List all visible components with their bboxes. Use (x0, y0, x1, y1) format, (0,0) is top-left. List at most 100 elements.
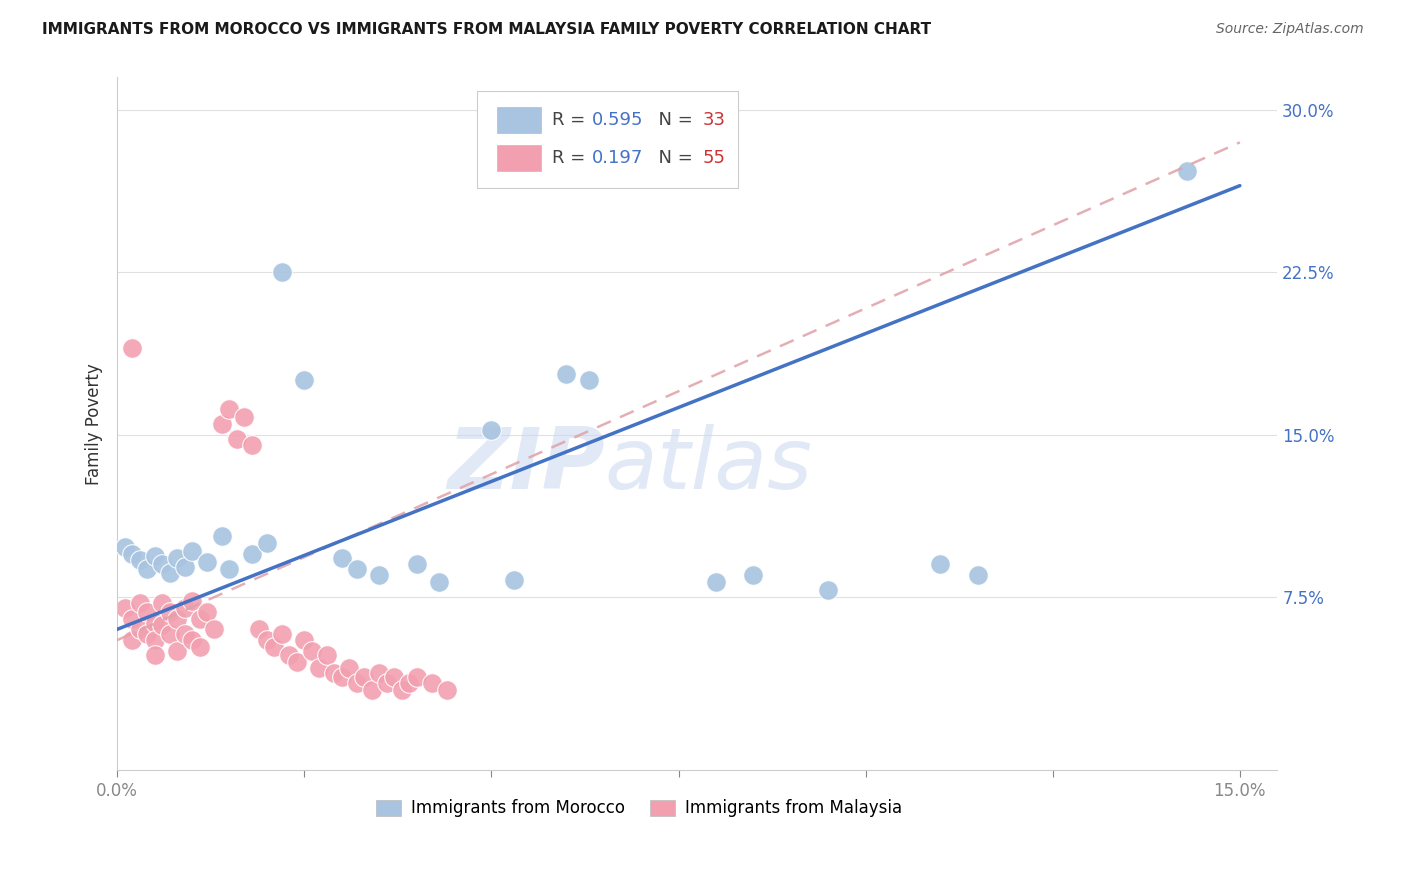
Point (301, 644, 323, 658)
Point (240, 547, 263, 561)
Point (173, 559, 195, 574)
Point (211, 529, 233, 543)
Point (315, 648, 337, 663)
Point (398, 676, 420, 690)
Y-axis label: Family Poverty: Family Poverty (86, 363, 103, 484)
Point (263, 640, 285, 654)
Point (292, 373, 315, 387)
Point (292, 633, 315, 648)
Point (704, 574, 727, 589)
Point (346, 562, 368, 576)
Point (337, 661, 360, 675)
Point (143, 549, 166, 563)
Point (159, 605, 181, 619)
Text: 33: 33 (703, 111, 725, 128)
Point (150, 558, 173, 572)
Point (742, 568, 765, 582)
Point (375, 676, 398, 690)
Point (308, 661, 330, 675)
Point (270, 626, 292, 640)
Point (967, 568, 990, 582)
Point (195, 605, 218, 619)
Point (128, 596, 150, 610)
Point (247, 623, 270, 637)
FancyBboxPatch shape (477, 91, 738, 188)
Point (360, 682, 382, 697)
Point (382, 670, 405, 684)
Bar (496, 106, 541, 133)
Point (592, 168, 614, 182)
Point (150, 596, 173, 610)
Point (181, 633, 204, 648)
Point (427, 574, 450, 589)
Point (420, 676, 443, 690)
Point (143, 615, 166, 630)
Bar (496, 145, 541, 171)
Point (233, 410, 256, 425)
Text: Source: ZipAtlas.com: Source: ZipAtlas.com (1216, 22, 1364, 37)
Point (330, 670, 353, 684)
Point (114, 540, 136, 554)
Text: R =: R = (553, 111, 591, 128)
Point (121, 547, 143, 561)
Point (578, 373, 600, 387)
Text: N =: N = (647, 111, 699, 128)
Point (346, 676, 368, 690)
Point (173, 626, 195, 640)
Point (436, 682, 458, 697)
Point (181, 544, 204, 558)
Point (368, 568, 391, 582)
Text: R =: R = (553, 149, 598, 167)
Point (256, 535, 278, 549)
Point (173, 600, 195, 615)
Point (150, 618, 173, 632)
Point (143, 633, 166, 648)
Point (285, 655, 308, 669)
Point (405, 670, 427, 684)
Legend: Immigrants from Morocco, Immigrants from Malaysia: Immigrants from Morocco, Immigrants from… (370, 793, 908, 824)
Point (159, 566, 181, 580)
Text: 55: 55 (703, 149, 725, 167)
Point (481, 423, 503, 437)
Text: atlas: atlas (605, 424, 813, 507)
Point (240, 438, 263, 452)
Text: ZIP: ZIP (447, 424, 605, 507)
Point (218, 401, 240, 416)
Point (211, 417, 233, 431)
Point (270, 265, 292, 279)
Point (136, 562, 159, 576)
Point (159, 626, 181, 640)
Point (391, 682, 413, 697)
Point (121, 633, 143, 648)
Text: 0.595: 0.595 (592, 111, 643, 128)
Point (166, 550, 188, 565)
Point (929, 558, 952, 572)
Point (256, 633, 278, 648)
Point (166, 644, 188, 658)
Point (330, 550, 353, 565)
Point (353, 670, 375, 684)
Point (188, 640, 211, 654)
Point (114, 600, 136, 615)
Point (278, 648, 301, 663)
Point (195, 555, 218, 569)
Point (405, 558, 427, 572)
Point (121, 341, 143, 355)
Point (368, 665, 391, 680)
Point (817, 583, 839, 598)
Text: N =: N = (647, 149, 699, 167)
Point (136, 605, 159, 619)
Point (143, 648, 166, 663)
Point (1177, 163, 1199, 178)
Point (323, 665, 346, 680)
Point (121, 611, 143, 625)
Text: 0.197: 0.197 (592, 149, 643, 167)
Point (226, 432, 249, 446)
Point (128, 623, 150, 637)
Point (204, 623, 226, 637)
Point (166, 611, 188, 625)
Point (128, 553, 150, 567)
Point (188, 611, 211, 625)
Point (136, 626, 159, 640)
Point (502, 573, 524, 587)
